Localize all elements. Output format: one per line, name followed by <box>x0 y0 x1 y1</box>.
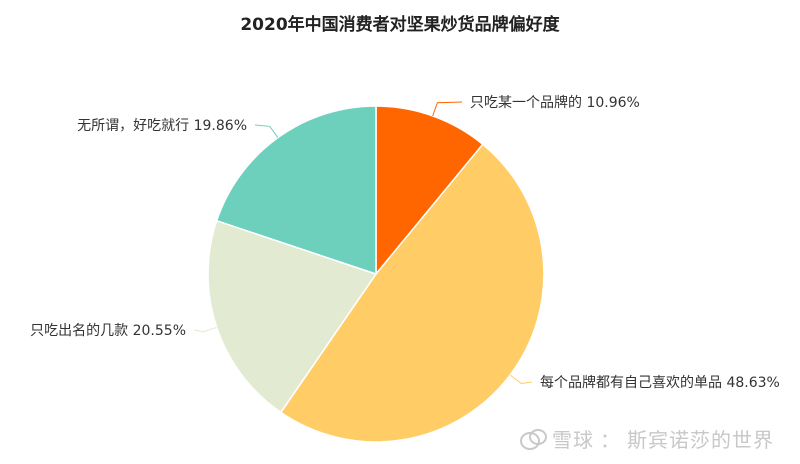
slice-label-name: 只吃出名的几款 <box>30 323 132 339</box>
slice-labels: 只吃某一个品牌的 10.96% 每个品牌都有自己喜欢的单品 48.63% 只吃出名的… <box>30 94 780 391</box>
chart-title: 2020年中国消费者对坚果炒货品牌偏好度 <box>240 15 560 35</box>
slice-label-value: 20.55% <box>133 323 186 339</box>
pie-slice <box>207 219 378 414</box>
watermark-brand: 雪球 <box>552 428 594 452</box>
pie-slices <box>207 105 545 443</box>
slice-label-name: 无所谓，好吃就行 <box>77 118 193 134</box>
pie-slice <box>279 143 545 443</box>
watermark-author: 斯宾诺莎的世界 <box>627 428 774 452</box>
leader-line <box>432 101 463 117</box>
slice-label-value: 10.96% <box>586 95 639 111</box>
slice-label: 只吃出名的几款 20.55% <box>30 323 186 339</box>
leader-line <box>193 326 217 333</box>
slice-label-value: 19.86% <box>194 118 247 134</box>
slice-label-value: 48.63% <box>726 375 779 391</box>
slice-label: 只吃某一个品牌的 10.96% <box>470 94 640 111</box>
slice-label: 无所谓，好吃就行 19.86% <box>77 118 247 134</box>
slice-label: 每个品牌都有自己喜欢的单品 48.63% <box>540 374 780 391</box>
slice-label-name: 每个品牌都有自己喜欢的单品 <box>540 374 726 391</box>
leader-line <box>254 124 279 138</box>
pie-slice <box>375 105 484 277</box>
watermark: 雪球：斯宾诺莎的世界 <box>518 424 774 453</box>
watermark-separator: ： <box>600 428 621 452</box>
leader-line <box>509 374 533 385</box>
slice-label-name: 只吃某一个品牌的 <box>470 94 586 111</box>
leader-lines <box>193 101 533 385</box>
snowball-logo-icon <box>518 428 547 450</box>
